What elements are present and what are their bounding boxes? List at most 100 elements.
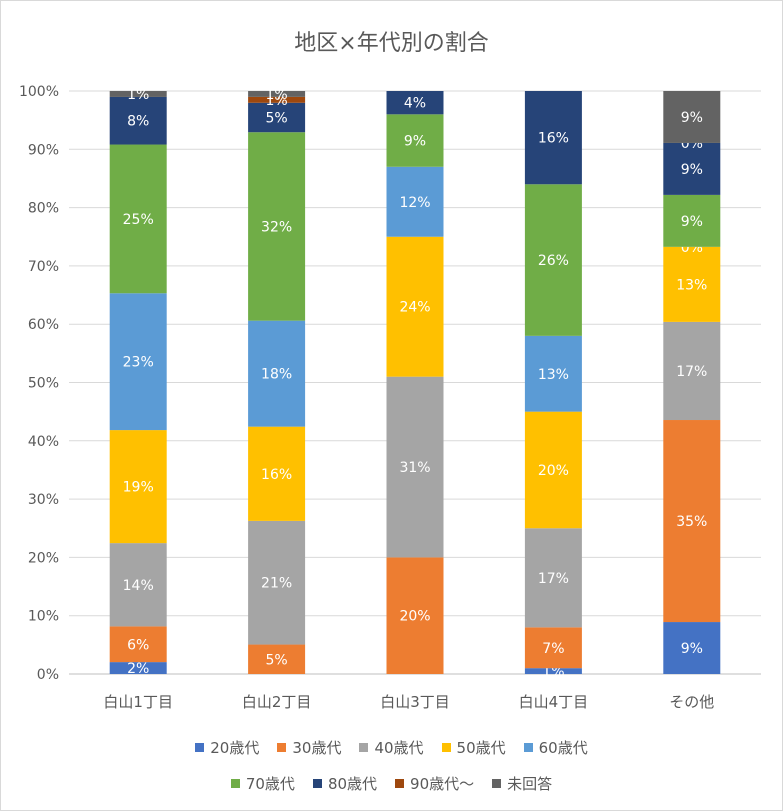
legend-swatch: [523, 742, 533, 752]
plot-area: 0% 10% 20% 30% 40% 50% 60% 70% 80% 90% 100% 2% 6% 14%…: [19, 84, 761, 711]
legend-label: 60歳代: [538, 738, 588, 757]
bar-segment: [524, 528, 582, 628]
legend-swatch: [359, 742, 369, 752]
data-label: 14%: [123, 578, 154, 594]
bar-segment: [663, 420, 721, 623]
bar-segment: [663, 194, 721, 247]
legend-label: 未回答: [507, 774, 553, 793]
data-label: 12%: [399, 195, 430, 211]
bar-segment: [386, 376, 444, 558]
x-tick-label: 白山1丁目: [103, 693, 173, 711]
data-label: 32%: [261, 219, 292, 235]
x-tick-label: 白山3丁目: [380, 693, 450, 711]
legend-swatch: [441, 742, 451, 752]
bar-segment: [663, 91, 721, 143]
data-label: 9%: [681, 162, 703, 178]
data-label: 7%: [542, 641, 564, 657]
bar-segment: [109, 293, 167, 431]
y-tick-label: 60%: [28, 317, 59, 333]
data-label: 24%: [399, 300, 430, 316]
legend-swatch: [395, 778, 405, 788]
y-tick-label: 30%: [28, 492, 59, 508]
legend-item: 20歳代: [195, 737, 259, 758]
bar-segment: [524, 411, 582, 529]
data-label: 17%: [676, 364, 707, 380]
bar-segment: [386, 557, 444, 674]
legend-label: 20歳代: [210, 738, 260, 757]
y-tick-label: 10%: [28, 609, 59, 625]
bar-segment: [386, 91, 444, 115]
data-label: 13%: [538, 367, 569, 383]
bar-segment: [248, 96, 306, 103]
legend-item: 30歳代: [277, 737, 341, 758]
legend-swatch: [230, 778, 240, 788]
bar-segment: [248, 320, 306, 427]
legend-swatch: [195, 742, 205, 752]
bar-segment: [109, 626, 167, 663]
x-tick-label: その他: [669, 693, 714, 711]
data-label: 5%: [265, 652, 287, 668]
y-tick-label: 100%: [19, 84, 59, 100]
bar-segment: [248, 426, 306, 521]
legend-swatch: [277, 742, 287, 752]
chart-title: 地区×年代別の割合: [294, 31, 489, 56]
bar-segment: [663, 321, 721, 421]
data-label: 9%: [681, 641, 703, 657]
legend-label: 50歳代: [456, 738, 506, 757]
data-label: 17%: [538, 571, 569, 587]
data-label: 21%: [261, 576, 292, 592]
legend-swatch: [492, 778, 502, 788]
bar-segment: [109, 144, 167, 294]
data-label: 9%: [681, 110, 703, 126]
data-label: 9%: [681, 214, 703, 230]
data-label: 35%: [676, 514, 707, 530]
data-label: 1%: [265, 87, 287, 103]
bar-segment: [524, 668, 582, 674]
data-label: 25%: [123, 212, 154, 228]
data-label: 18%: [261, 367, 292, 383]
data-label: 8%: [127, 114, 149, 130]
bar-segment: [248, 520, 306, 645]
data-label: 1%: [127, 87, 149, 103]
x-tick-label: 白山4丁目: [519, 693, 589, 711]
y-tick-label: 40%: [28, 434, 59, 450]
bar-segment: [109, 543, 167, 627]
legend-item: 90歳代～: [395, 773, 474, 794]
bar-segment: [663, 246, 721, 322]
y-tick-label: 20%: [28, 550, 59, 566]
x-tick-label: 白山2丁目: [242, 693, 312, 711]
legend-item: 40歳代: [359, 737, 424, 758]
legend: 20歳代 30歳代 40歳代 50歳代 60歳代 70歳代 80歳代 90歳代～ 未回答: [1, 729, 782, 801]
y-tick-label: 80%: [28, 201, 59, 217]
bar-segment: [386, 166, 444, 237]
data-label: 9%: [404, 134, 426, 150]
bar-segment: [386, 236, 444, 377]
legend-item: 60歳代: [523, 737, 588, 758]
bar-segment: [524, 184, 582, 336]
data-label: 23%: [123, 355, 154, 371]
legend-row: 70歳代 80歳代 90歳代～ 未回答: [1, 765, 782, 801]
legend-label: 80歳代: [327, 774, 378, 793]
bar-segment: [524, 627, 582, 669]
legend-label: 90歳代～: [410, 774, 475, 793]
data-label: 16%: [261, 467, 292, 483]
bar-segment: [109, 430, 167, 544]
y-tick-label: 70%: [28, 259, 59, 275]
y-tick-label: 0%: [37, 667, 59, 683]
bar-segment: [109, 91, 167, 97]
legend-item: 80歳代: [312, 773, 378, 794]
bar-segment: [109, 662, 167, 674]
bar-segment: [248, 132, 306, 321]
data-label: 5%: [265, 111, 287, 127]
legend-item: 70歳代: [230, 773, 295, 794]
legend-item: 未回答: [492, 773, 552, 794]
bar-segment: [663, 622, 721, 674]
legend-swatch: [312, 778, 322, 788]
legend-label: 70歳代: [245, 774, 295, 793]
legend-item: 50歳代: [441, 737, 506, 758]
data-label: 26%: [538, 253, 569, 269]
bar-segment: [524, 91, 582, 185]
data-label: 6%: [127, 637, 149, 653]
data-label: 19%: [123, 480, 154, 496]
